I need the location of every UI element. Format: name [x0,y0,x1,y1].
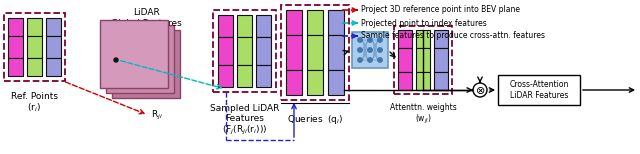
Text: Ref. Points: Ref. Points [11,92,58,101]
Bar [328,10,344,35]
Circle shape [473,83,487,97]
Circle shape [368,38,372,42]
Bar [237,15,252,37]
Bar [8,58,23,76]
Bar [46,58,61,76]
Text: LiDAR
Global Features: LiDAR Global Features [111,8,181,28]
Text: (w$_{ji}$): (w$_{ji}$) [415,113,431,126]
Bar [237,37,252,65]
Text: Attenttn. weights: Attenttn. weights [390,103,456,112]
Bar [100,20,168,88]
Bar [4,13,65,81]
Bar [416,30,430,48]
Bar [237,65,252,87]
Bar [398,30,412,48]
Text: (r$_i$): (r$_i$) [28,102,42,115]
Bar [256,37,271,65]
Bar [256,65,271,87]
Bar [213,10,276,92]
Bar [328,70,344,95]
Circle shape [378,58,382,62]
Bar [286,10,302,35]
Bar [27,36,42,58]
Bar [398,72,412,90]
Text: $\otimes$: $\otimes$ [475,85,485,95]
Bar [328,35,344,70]
Bar [307,35,323,70]
Text: Queries  (q$_i$): Queries (q$_i$) [287,113,343,126]
Bar [286,70,302,95]
Bar [218,65,233,87]
Circle shape [378,48,382,52]
Circle shape [358,48,362,52]
Bar [398,48,412,72]
Text: Sample features to produce cross-attn. features: Sample features to produce cross-attn. f… [361,32,545,41]
Circle shape [368,58,372,62]
Bar [416,48,430,72]
Bar [256,15,271,37]
Circle shape [358,58,362,62]
Bar [112,30,180,98]
Text: Project 3D reference point into BEV plane: Project 3D reference point into BEV plan… [361,6,520,14]
Bar [352,32,388,68]
Bar [416,72,430,90]
Bar [434,48,448,72]
Bar [281,5,349,100]
Bar [218,15,233,37]
Bar [218,37,233,65]
Bar [434,72,448,90]
Bar [307,70,323,95]
Bar [8,18,23,36]
Bar [286,35,302,70]
Circle shape [378,38,382,42]
Bar [27,58,42,76]
Text: Sampled LiDAR: Sampled LiDAR [210,104,279,113]
Bar [106,25,174,93]
Circle shape [358,38,362,42]
Text: Cross-Attention
LiDAR Features: Cross-Attention LiDAR Features [509,80,569,100]
Text: Projected point to index features: Projected point to index features [361,18,487,28]
Circle shape [114,58,118,62]
Bar [27,18,42,36]
Bar [394,26,452,94]
Text: (F$_j$(R$_{ji}$(r$_i$))): (F$_j$(R$_{ji}$(r$_i$))) [222,124,268,137]
Bar [46,36,61,58]
Text: R$_{ji}$: R$_{ji}$ [151,108,163,122]
Circle shape [368,48,372,52]
Text: Features: Features [225,114,264,123]
Bar [46,18,61,36]
Bar [434,30,448,48]
Bar [498,75,580,105]
Bar [307,10,323,35]
Bar [8,36,23,58]
